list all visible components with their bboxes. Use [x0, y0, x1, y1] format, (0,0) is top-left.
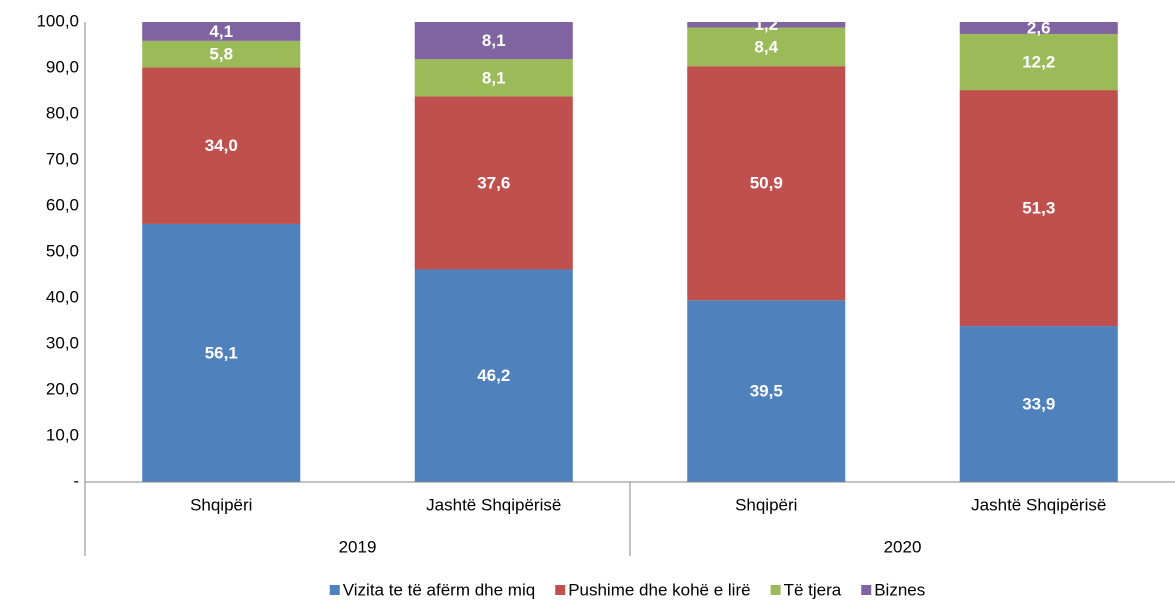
- value-label: 1,2: [754, 15, 778, 34]
- bar-segment: [959, 90, 1118, 327]
- value-label: 37,6: [477, 173, 510, 192]
- value-label: 2,6: [1027, 18, 1051, 37]
- y-tick-label: 80,0: [46, 103, 79, 122]
- bar-segment: [414, 96, 573, 270]
- legend-swatch: [770, 585, 781, 595]
- value-label: 46,2: [477, 366, 510, 385]
- bar-segment: [142, 22, 301, 41]
- y-tick-label: 60,0: [46, 195, 79, 214]
- y-tick-label: 50,0: [46, 241, 79, 260]
- bar-segment: [959, 326, 1118, 482]
- legend-swatch: [555, 585, 566, 595]
- x-tick-label: Shqipëri: [735, 495, 797, 514]
- value-label: 33,9: [1022, 395, 1055, 414]
- x-tick-label: Jashtë Shqipërisë: [426, 495, 561, 514]
- y-tick-label: 10,0: [46, 425, 79, 444]
- bar-segment: [142, 40, 301, 68]
- bar-segment: [142, 223, 301, 482]
- value-label: 50,9: [750, 174, 783, 193]
- y-tick-label: 30,0: [46, 333, 79, 352]
- value-label: 8,1: [482, 31, 506, 50]
- y-tick-label: 90,0: [46, 57, 79, 76]
- value-label: 51,3: [1022, 199, 1055, 218]
- legend-label: Pushime dhe kohë e lirë: [568, 580, 750, 599]
- bar-segment: [959, 22, 1118, 34]
- legend-swatch: [329, 585, 340, 595]
- value-label: 8,1: [482, 68, 506, 87]
- y-tick-label: 100,0: [36, 11, 79, 30]
- y-tick-label: -: [73, 471, 79, 490]
- x-tick-label: Jashtë Shqipërisë: [971, 495, 1106, 514]
- y-tick-label: 70,0: [46, 149, 79, 168]
- value-label: 56,1: [205, 343, 238, 362]
- legend-label: Vizita te të afërm dhe miq: [343, 580, 535, 599]
- value-label: 5,8: [209, 45, 233, 64]
- value-label: 39,5: [750, 382, 783, 401]
- value-label: 4,1: [209, 22, 233, 41]
- y-tick-label: 40,0: [46, 287, 79, 306]
- group-label: 2019: [339, 537, 377, 556]
- bar-segment: [687, 27, 846, 67]
- legend-label: Të tjera: [784, 580, 842, 599]
- value-label: 12,2: [1022, 53, 1055, 72]
- value-label: 34,0: [205, 136, 238, 155]
- legend-swatch: [861, 585, 872, 595]
- bar-segment: [687, 300, 846, 482]
- value-label: 8,4: [754, 37, 778, 56]
- bar-segment: [414, 269, 573, 482]
- x-tick-label: Shqipëri: [190, 495, 252, 514]
- y-tick-label: 20,0: [46, 379, 79, 398]
- bar-segment: [414, 59, 573, 97]
- bar-segment: [414, 22, 573, 60]
- bar-segment: [142, 67, 301, 224]
- bar-segment: [687, 66, 846, 301]
- legend-label: Biznes: [874, 580, 925, 599]
- bar-segment: [959, 33, 1118, 91]
- group-label: 2020: [884, 537, 922, 556]
- bar-segment: [687, 22, 846, 28]
